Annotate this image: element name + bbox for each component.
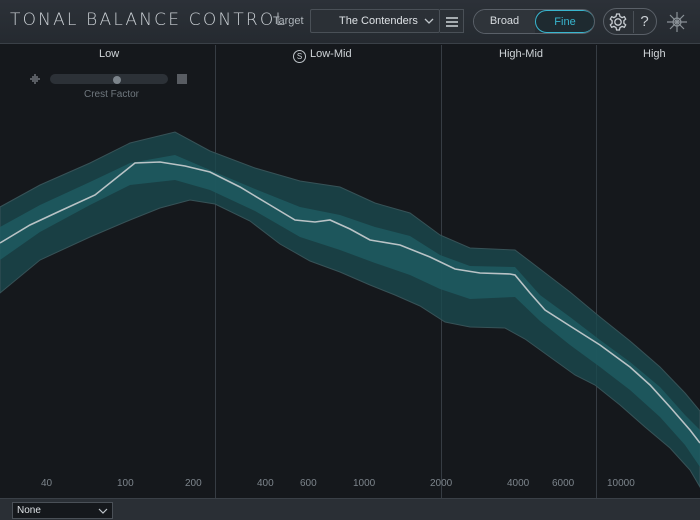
help-button[interactable]: ? [633, 11, 655, 33]
hamburger-menu-icon [446, 17, 458, 27]
source-dropdown[interactable]: None [12, 502, 113, 519]
band-label-high-mid: High-Mid [499, 48, 544, 60]
freq-label: 400 [257, 478, 274, 489]
chevron-down-icon [424, 18, 434, 24]
target-dropdown-value: The Contenders [339, 15, 418, 27]
target-dropdown[interactable]: The Contenders [310, 9, 440, 33]
izotope-logo-icon [667, 12, 687, 32]
target-label: Target [273, 15, 304, 27]
spectrum-view[interactable]: Low S Low-Mid High-Mid High Crest Factor … [0, 45, 700, 498]
spectrum-graph [0, 45, 700, 498]
crest-low-icon [30, 74, 40, 84]
footer: None [0, 498, 700, 520]
crest-factor-knob[interactable] [113, 76, 121, 84]
freq-label: 200 [185, 478, 202, 489]
broad-button[interactable]: Broad [474, 10, 535, 33]
chevron-down-icon [98, 508, 108, 514]
band-label-high: High [643, 48, 666, 60]
freq-label: 6000 [552, 478, 575, 489]
band-label-low-mid: S Low-Mid [293, 48, 352, 63]
crest-factor-slider[interactable] [50, 74, 168, 84]
freq-label: 100 [117, 478, 134, 489]
settings-help-group: ? [603, 8, 657, 35]
crest-factor-label: Crest Factor [84, 89, 140, 100]
target-inner-band [0, 155, 700, 467]
freq-label: 600 [300, 478, 317, 489]
crest-high-icon [177, 74, 187, 84]
app-title: TONAL BALANCE CONTROL [10, 10, 288, 30]
solo-button[interactable]: S [293, 50, 306, 63]
target-range-band [0, 131, 700, 488]
spectrum-curve [0, 161, 700, 444]
source-dropdown-value: None [17, 505, 41, 516]
header: TONAL BALANCE CONTROL Target The Contend… [0, 0, 700, 44]
freq-label: 10000 [607, 478, 635, 489]
freq-label: 1000 [353, 478, 376, 489]
freq-label: 40 [41, 478, 53, 489]
target-menu-button[interactable] [440, 9, 464, 33]
fine-button[interactable]: Fine [535, 10, 594, 33]
crest-factor-control: Crest Factor [30, 73, 190, 100]
band-label-low-mid-text: Low-Mid [310, 48, 352, 60]
gear-icon[interactable] [606, 11, 630, 33]
freq-label: 4000 [507, 478, 530, 489]
freq-label: 2000 [430, 478, 453, 489]
band-label-low: Low [99, 48, 120, 60]
view-mode-toggle: Broad Fine [473, 9, 595, 34]
